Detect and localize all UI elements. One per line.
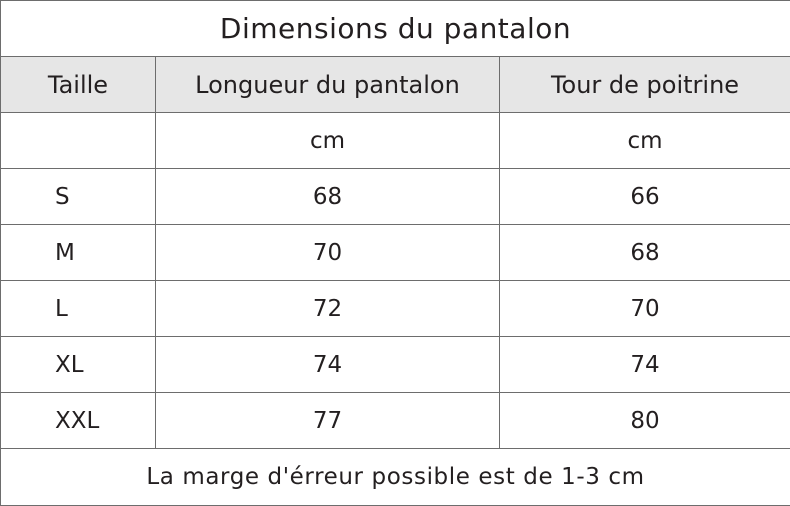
table-row: XL 74 74 xyxy=(1,337,790,393)
length-cell: 68 xyxy=(156,169,500,225)
size-cell: M xyxy=(1,225,156,281)
size-cell: S xyxy=(1,169,156,225)
footer-row: La marge d'érreur possible est de 1-3 cm xyxy=(1,449,790,506)
length-cell: 74 xyxy=(156,337,500,393)
size-cell: XXL xyxy=(1,393,156,449)
length-cell: 70 xyxy=(156,225,500,281)
chest-cell: 74 xyxy=(500,337,790,393)
size-cell: L xyxy=(1,281,156,337)
chest-cell: 68 xyxy=(500,225,790,281)
chest-cell: 70 xyxy=(500,281,790,337)
units-chest: cm xyxy=(500,113,790,169)
error-margin-note: La marge d'érreur possible est de 1-3 cm xyxy=(1,449,790,506)
header-size: Taille xyxy=(1,57,156,113)
table-row: M 70 68 xyxy=(1,225,790,281)
table-row: L 72 70 xyxy=(1,281,790,337)
header-row: Taille Longueur du pantalon Tour de poit… xyxy=(1,57,790,113)
units-row: cm cm xyxy=(1,113,790,169)
units-length: cm xyxy=(156,113,500,169)
length-cell: 72 xyxy=(156,281,500,337)
length-cell: 77 xyxy=(156,393,500,449)
chest-cell: 66 xyxy=(500,169,790,225)
size-cell: XL xyxy=(1,337,156,393)
table-row: XXL 77 80 xyxy=(1,393,790,449)
table-row: S 68 66 xyxy=(1,169,790,225)
header-chest: Tour de poitrine xyxy=(500,57,790,113)
header-length: Longueur du pantalon xyxy=(156,57,500,113)
units-size xyxy=(1,113,156,169)
chest-cell: 80 xyxy=(500,393,790,449)
title-row: Dimensions du pantalon xyxy=(1,1,790,57)
table-title: Dimensions du pantalon xyxy=(1,1,790,57)
